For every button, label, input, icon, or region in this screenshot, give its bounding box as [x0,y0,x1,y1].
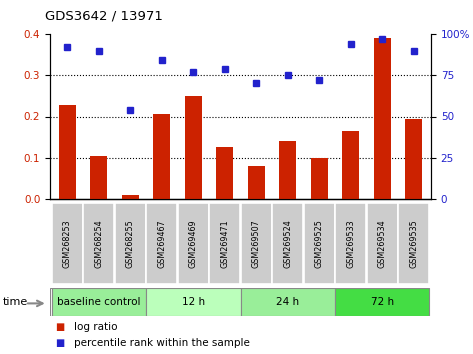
FancyBboxPatch shape [304,203,335,284]
Text: log ratio: log ratio [74,322,117,332]
FancyBboxPatch shape [52,288,146,316]
FancyBboxPatch shape [367,203,398,284]
FancyBboxPatch shape [241,203,272,284]
Text: GSM269525: GSM269525 [315,219,324,268]
Text: baseline control: baseline control [57,297,140,307]
Text: 12 h: 12 h [182,297,205,307]
FancyBboxPatch shape [335,288,429,316]
Bar [279,141,297,199]
Text: 24 h: 24 h [276,297,299,307]
FancyBboxPatch shape [115,203,146,284]
Text: time: time [2,297,27,307]
Text: GSM269533: GSM269533 [346,219,355,268]
Text: 72 h: 72 h [371,297,394,307]
Text: GDS3642 / 13971: GDS3642 / 13971 [45,10,163,23]
Text: GSM269471: GSM269471 [220,219,229,268]
Bar [122,195,139,199]
FancyBboxPatch shape [146,203,177,284]
FancyBboxPatch shape [272,203,303,284]
Text: GSM269535: GSM269535 [409,219,418,268]
Bar [184,96,202,199]
Bar [374,38,391,199]
Text: GSM269467: GSM269467 [158,219,166,268]
Text: GSM269469: GSM269469 [189,219,198,268]
Bar [342,131,359,199]
FancyBboxPatch shape [398,203,429,284]
FancyBboxPatch shape [52,203,83,284]
Text: GSM269507: GSM269507 [252,219,261,268]
Text: GSM269524: GSM269524 [283,219,292,268]
Bar [405,119,422,199]
Bar [90,156,107,199]
Text: ■: ■ [55,322,64,332]
FancyBboxPatch shape [210,203,240,284]
Text: ■: ■ [55,338,64,348]
Bar [59,105,76,199]
Text: GSM268255: GSM268255 [126,219,135,268]
Text: GSM269534: GSM269534 [378,219,387,268]
FancyBboxPatch shape [146,288,240,316]
Bar [247,166,265,199]
Bar [153,114,170,199]
Text: GSM268254: GSM268254 [94,219,103,268]
Bar [311,158,328,199]
FancyBboxPatch shape [178,203,209,284]
FancyBboxPatch shape [240,288,335,316]
Text: percentile rank within the sample: percentile rank within the sample [74,338,250,348]
Bar [216,147,233,199]
Text: GSM268253: GSM268253 [63,219,72,268]
FancyBboxPatch shape [83,203,114,284]
FancyBboxPatch shape [335,203,366,284]
